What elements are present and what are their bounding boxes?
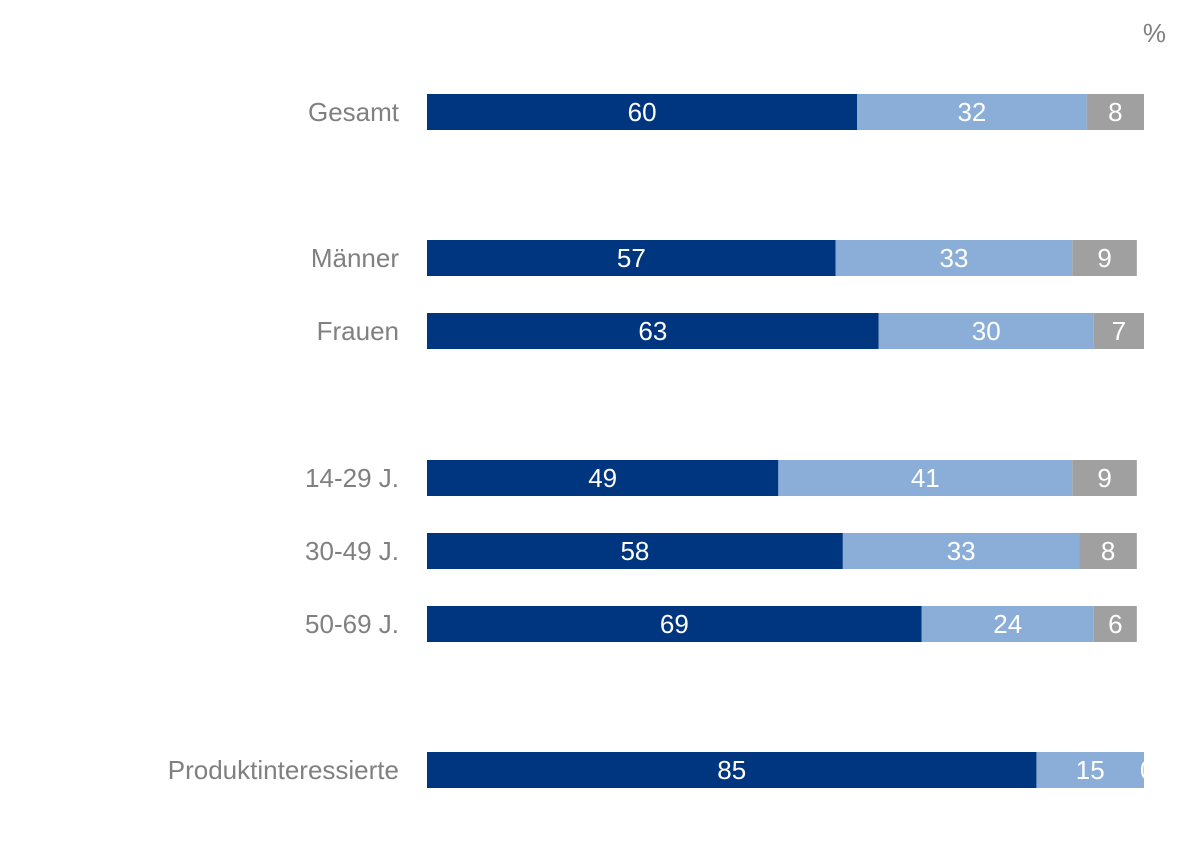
value-label-1-produktinteressierte: 85 — [717, 755, 746, 785]
unit-label: % — [1142, 18, 1166, 48]
bar-segment-2-produktinteressierte — [1036, 752, 1144, 788]
value-label-2-14-29-j: 41 — [911, 463, 940, 493]
value-label-2-frauen: 30 — [972, 316, 1001, 346]
value-label-1-gesamt: 60 — [628, 97, 657, 127]
category-label-frauen: Frauen — [317, 316, 399, 346]
value-label-3-männer: 9 — [1097, 243, 1111, 273]
value-label-1-14-29-j: 49 — [588, 463, 617, 493]
value-label-1-frauen: 63 — [638, 316, 667, 346]
bar-segment-2-50-69-j — [921, 606, 1094, 642]
value-label-1-30-49-j: 58 — [620, 536, 649, 566]
value-label-3-50-69-j: 6 — [1108, 609, 1122, 639]
value-label-3-produktinteressierte: 0 — [1140, 755, 1154, 785]
bar-segment-2-frauen — [878, 313, 1094, 349]
bar-segment-2-14-29-j — [778, 460, 1073, 496]
bar-segment-3-30-49-j — [1079, 533, 1137, 569]
category-label-50-69-j: 50-69 J. — [305, 609, 399, 639]
bar-segment-3-männer — [1072, 240, 1137, 276]
bar-segment-3-50-69-j — [1093, 606, 1137, 642]
bar-segment-1-männer — [427, 240, 836, 276]
value-label-3-frauen: 7 — [1112, 316, 1126, 346]
bar-segment-3-gesamt — [1086, 94, 1144, 130]
value-label-2-männer: 33 — [940, 243, 969, 273]
value-label-1-männer: 57 — [617, 243, 646, 273]
bar-segment-2-männer — [835, 240, 1073, 276]
bar-segment-1-14-29-j — [427, 460, 779, 496]
value-label-1-50-69-j: 69 — [660, 609, 689, 639]
value-label-2-gesamt: 32 — [957, 97, 986, 127]
category-label-gesamt: Gesamt — [308, 97, 400, 127]
value-label-3-gesamt: 8 — [1108, 97, 1122, 127]
value-label-2-50-69-j: 24 — [993, 609, 1022, 639]
value-label-3-14-29-j: 9 — [1097, 463, 1111, 493]
category-label-männer: Männer — [311, 243, 399, 273]
bar-segment-2-gesamt — [857, 94, 1087, 130]
value-label-3-30-49-j: 8 — [1101, 536, 1115, 566]
bar-segment-1-gesamt — [427, 94, 858, 130]
bar-segment-1-50-69-j — [427, 606, 922, 642]
category-label-14-29-j: 14-29 J. — [305, 463, 399, 493]
category-label-produktinteressierte: Produktinteressierte — [168, 755, 399, 785]
value-label-2-produktinteressierte: 15 — [1076, 755, 1105, 785]
value-label-2-30-49-j: 33 — [947, 536, 976, 566]
bar-segment-3-14-29-j — [1072, 460, 1137, 496]
bar-segment-2-30-49-j — [842, 533, 1080, 569]
bar-segment-1-frauen — [427, 313, 879, 349]
bar-segment-3-frauen — [1093, 313, 1144, 349]
category-label-30-49-j: 30-49 J. — [305, 536, 399, 566]
bar-segment-1-produktinteressierte — [427, 752, 1037, 788]
bar-segment-1-30-49-j — [427, 533, 843, 569]
